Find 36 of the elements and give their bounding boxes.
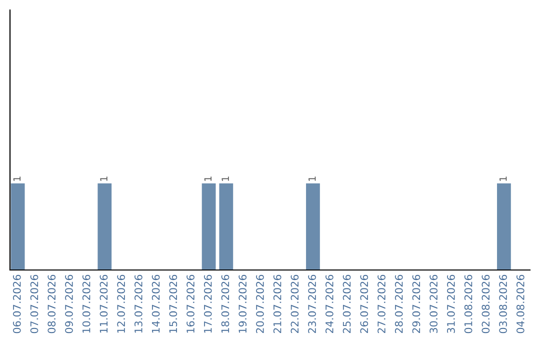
x-tick-label: 04.08.2026 xyxy=(516,274,524,334)
x-tick-label: 31.07.2026 xyxy=(447,274,455,334)
x-tick-label: 24.07.2026 xyxy=(325,274,334,334)
x-tick-label: 22.07.2026 xyxy=(290,274,299,334)
x-tick-label: 12.07.2026 xyxy=(117,274,126,333)
x-tick-label: 17.07.2026 xyxy=(204,274,212,333)
data-label: 1 xyxy=(204,176,212,181)
x-tick-label: 23.07.2026 xyxy=(308,274,316,334)
x-tick-label: 18.07.2026 xyxy=(221,274,230,333)
x-tick-label: 25.07.2026 xyxy=(342,274,351,334)
x-tick-label: 09.07.2026 xyxy=(65,274,73,334)
x-tick-label: 26.07.2026 xyxy=(360,274,368,334)
x-tick-label: 10.07.2026 xyxy=(82,274,90,333)
x-tick-label: 27.07.2026 xyxy=(378,274,386,334)
x-tick-label: 13.07.2026 xyxy=(134,274,142,333)
x-tick-label: 06.07.2026 xyxy=(12,274,21,334)
data-label: 1 xyxy=(100,176,108,181)
data-label: 1 xyxy=(13,176,20,181)
x-tick-label: 19.07.2026 xyxy=(238,274,247,333)
data-label: 1 xyxy=(308,176,316,181)
x-tick-label: 03.08.2026 xyxy=(499,274,507,334)
x-tick-label: 21.07.2026 xyxy=(273,274,282,334)
data-label: 1 xyxy=(500,176,507,181)
x-tick-label: 01.08.2026 xyxy=(464,274,472,334)
x-tick-label: 14.07.2026 xyxy=(152,274,160,333)
x-tick-label: 16.07.2026 xyxy=(186,274,194,333)
x-tick-label: 02.08.2026 xyxy=(482,274,490,334)
x-tick-label: 15.07.2026 xyxy=(169,274,178,333)
x-tick-label: 20.07.2026 xyxy=(256,274,264,334)
x-tick-label: 07.07.2026 xyxy=(30,274,38,334)
x-tick-label: 11.07.2026 xyxy=(100,274,108,333)
data-label: 1 xyxy=(222,176,229,181)
x-tick-label: 08.07.2026 xyxy=(48,274,56,334)
x-tick-label: 29.07.2026 xyxy=(412,274,420,334)
x-tick-label: 28.07.2026 xyxy=(394,274,403,334)
x-tick-label: 30.07.2026 xyxy=(430,274,438,334)
